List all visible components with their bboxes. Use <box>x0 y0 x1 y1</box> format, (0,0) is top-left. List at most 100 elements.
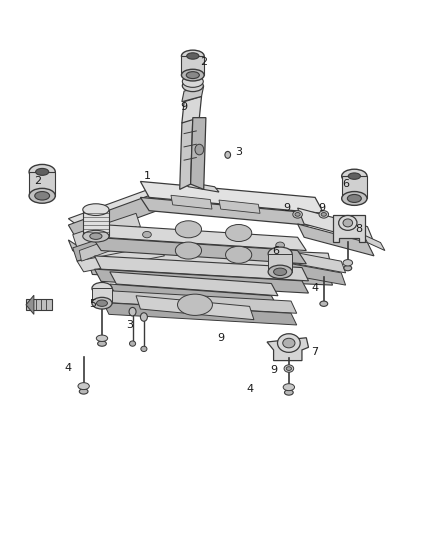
Text: 4: 4 <box>65 362 72 373</box>
Polygon shape <box>141 181 324 213</box>
Ellipse shape <box>92 297 112 309</box>
Ellipse shape <box>285 390 293 395</box>
Ellipse shape <box>342 191 367 205</box>
Text: 3: 3 <box>126 320 133 330</box>
Polygon shape <box>219 200 260 213</box>
Ellipse shape <box>268 265 292 278</box>
Polygon shape <box>68 187 164 225</box>
Text: 2: 2 <box>34 176 41 187</box>
Polygon shape <box>182 86 204 102</box>
Text: 5: 5 <box>89 298 96 309</box>
Polygon shape <box>182 96 201 123</box>
Polygon shape <box>77 245 164 272</box>
Text: 1: 1 <box>144 171 151 181</box>
Ellipse shape <box>83 204 109 215</box>
Ellipse shape <box>283 338 295 348</box>
Text: 7: 7 <box>311 346 318 357</box>
Polygon shape <box>141 197 324 227</box>
Ellipse shape <box>293 211 302 218</box>
Ellipse shape <box>83 230 109 242</box>
Polygon shape <box>191 118 206 189</box>
Polygon shape <box>73 227 141 261</box>
Ellipse shape <box>226 224 252 241</box>
Ellipse shape <box>344 265 352 271</box>
Polygon shape <box>79 235 125 261</box>
Polygon shape <box>272 260 346 285</box>
Ellipse shape <box>141 313 148 321</box>
Polygon shape <box>297 224 374 256</box>
Ellipse shape <box>181 69 204 81</box>
Polygon shape <box>103 290 297 313</box>
Text: 9: 9 <box>180 102 187 112</box>
Ellipse shape <box>177 294 212 316</box>
Ellipse shape <box>225 151 230 158</box>
Text: 3: 3 <box>235 147 242 157</box>
Polygon shape <box>68 193 164 240</box>
Polygon shape <box>92 288 112 303</box>
Polygon shape <box>103 303 297 325</box>
Ellipse shape <box>268 247 292 261</box>
Ellipse shape <box>90 233 102 239</box>
Text: 9: 9 <box>318 203 325 213</box>
Ellipse shape <box>278 334 300 352</box>
Ellipse shape <box>295 213 300 216</box>
Polygon shape <box>180 118 193 189</box>
Ellipse shape <box>319 211 328 218</box>
Ellipse shape <box>96 335 108 342</box>
Text: 8: 8 <box>355 224 362 235</box>
Ellipse shape <box>321 213 326 216</box>
Polygon shape <box>88 243 332 272</box>
Polygon shape <box>267 338 308 361</box>
Text: 4: 4 <box>311 283 318 293</box>
Ellipse shape <box>186 71 199 78</box>
Ellipse shape <box>339 215 357 230</box>
Ellipse shape <box>35 168 49 175</box>
Polygon shape <box>181 56 204 75</box>
Polygon shape <box>171 195 212 209</box>
Polygon shape <box>136 296 254 320</box>
Ellipse shape <box>29 165 55 179</box>
Ellipse shape <box>226 246 252 263</box>
Ellipse shape <box>181 50 204 62</box>
Ellipse shape <box>320 301 328 306</box>
Ellipse shape <box>78 383 89 390</box>
Ellipse shape <box>274 268 287 276</box>
Polygon shape <box>92 224 306 251</box>
Polygon shape <box>83 209 109 236</box>
Ellipse shape <box>175 242 201 259</box>
Ellipse shape <box>342 169 367 183</box>
Text: 2: 2 <box>200 57 207 67</box>
Polygon shape <box>26 300 52 310</box>
Polygon shape <box>68 240 106 272</box>
Ellipse shape <box>79 389 88 394</box>
Ellipse shape <box>96 300 107 306</box>
Polygon shape <box>29 172 55 196</box>
Polygon shape <box>342 176 367 198</box>
Ellipse shape <box>343 260 353 266</box>
Ellipse shape <box>92 282 112 294</box>
Polygon shape <box>73 213 141 248</box>
Polygon shape <box>184 181 219 192</box>
Ellipse shape <box>182 80 203 92</box>
Polygon shape <box>332 215 365 241</box>
Text: 9: 9 <box>270 365 277 375</box>
Polygon shape <box>88 261 332 285</box>
Text: 6: 6 <box>342 179 349 189</box>
Polygon shape <box>110 284 278 308</box>
Ellipse shape <box>347 195 361 203</box>
Polygon shape <box>110 272 278 296</box>
Polygon shape <box>95 269 308 293</box>
Text: 4: 4 <box>246 384 253 394</box>
Ellipse shape <box>141 346 147 352</box>
Ellipse shape <box>343 219 353 227</box>
Ellipse shape <box>182 76 203 87</box>
Ellipse shape <box>175 221 201 238</box>
Ellipse shape <box>29 188 55 203</box>
Ellipse shape <box>276 242 285 248</box>
Ellipse shape <box>283 384 294 391</box>
Polygon shape <box>95 256 308 281</box>
Ellipse shape <box>187 53 199 59</box>
Ellipse shape <box>284 365 293 372</box>
Polygon shape <box>26 295 34 314</box>
Text: 6: 6 <box>272 246 279 255</box>
